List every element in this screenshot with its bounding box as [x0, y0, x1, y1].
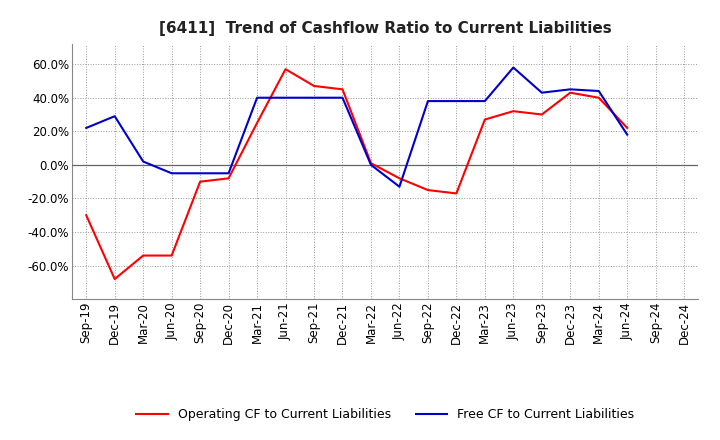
- Free CF to Current Liabilities: [139, 159, 148, 164]
- Operating CF to Current Liabilities: [282, 66, 290, 72]
- Free CF to Current Liabilities: [338, 95, 347, 100]
- Free CF to Current Liabilities: [395, 184, 404, 189]
- Free CF to Current Liabilities: [595, 88, 603, 94]
- Operating CF to Current Liabilities: [196, 179, 204, 184]
- Operating CF to Current Liabilities: [623, 125, 631, 131]
- Free CF to Current Liabilities: [167, 171, 176, 176]
- Operating CF to Current Liabilities: [82, 213, 91, 218]
- Free CF to Current Liabilities: [196, 171, 204, 176]
- Free CF to Current Liabilities: [366, 162, 375, 168]
- Free CF to Current Liabilities: [253, 95, 261, 100]
- Operating CF to Current Liabilities: [366, 161, 375, 166]
- Free CF to Current Liabilities: [623, 132, 631, 137]
- Operating CF to Current Liabilities: [225, 176, 233, 181]
- Free CF to Current Liabilities: [509, 65, 518, 70]
- Free CF to Current Liabilities: [82, 125, 91, 131]
- Free CF to Current Liabilities: [310, 95, 318, 100]
- Operating CF to Current Liabilities: [167, 253, 176, 258]
- Operating CF to Current Liabilities: [480, 117, 489, 122]
- Line: Operating CF to Current Liabilities: Operating CF to Current Liabilities: [86, 69, 627, 279]
- Operating CF to Current Liabilities: [452, 191, 461, 196]
- Free CF to Current Liabilities: [423, 99, 432, 104]
- Free CF to Current Liabilities: [110, 114, 119, 119]
- Operating CF to Current Liabilities: [395, 176, 404, 181]
- Operating CF to Current Liabilities: [537, 112, 546, 117]
- Title: [6411]  Trend of Cashflow Ratio to Current Liabilities: [6411] Trend of Cashflow Ratio to Curren…: [159, 21, 611, 36]
- Operating CF to Current Liabilities: [566, 90, 575, 95]
- Operating CF to Current Liabilities: [253, 120, 261, 125]
- Line: Free CF to Current Liabilities: Free CF to Current Liabilities: [86, 67, 627, 187]
- Operating CF to Current Liabilities: [595, 95, 603, 100]
- Free CF to Current Liabilities: [282, 95, 290, 100]
- Free CF to Current Liabilities: [537, 90, 546, 95]
- Free CF to Current Liabilities: [452, 99, 461, 104]
- Legend: Operating CF to Current Liabilities, Free CF to Current Liabilities: Operating CF to Current Liabilities, Fre…: [131, 403, 639, 425]
- Operating CF to Current Liabilities: [423, 187, 432, 193]
- Free CF to Current Liabilities: [225, 171, 233, 176]
- Operating CF to Current Liabilities: [139, 253, 148, 258]
- Operating CF to Current Liabilities: [310, 83, 318, 88]
- Operating CF to Current Liabilities: [338, 87, 347, 92]
- Free CF to Current Liabilities: [566, 87, 575, 92]
- Free CF to Current Liabilities: [480, 99, 489, 104]
- Operating CF to Current Liabilities: [509, 109, 518, 114]
- Operating CF to Current Liabilities: [110, 276, 119, 282]
